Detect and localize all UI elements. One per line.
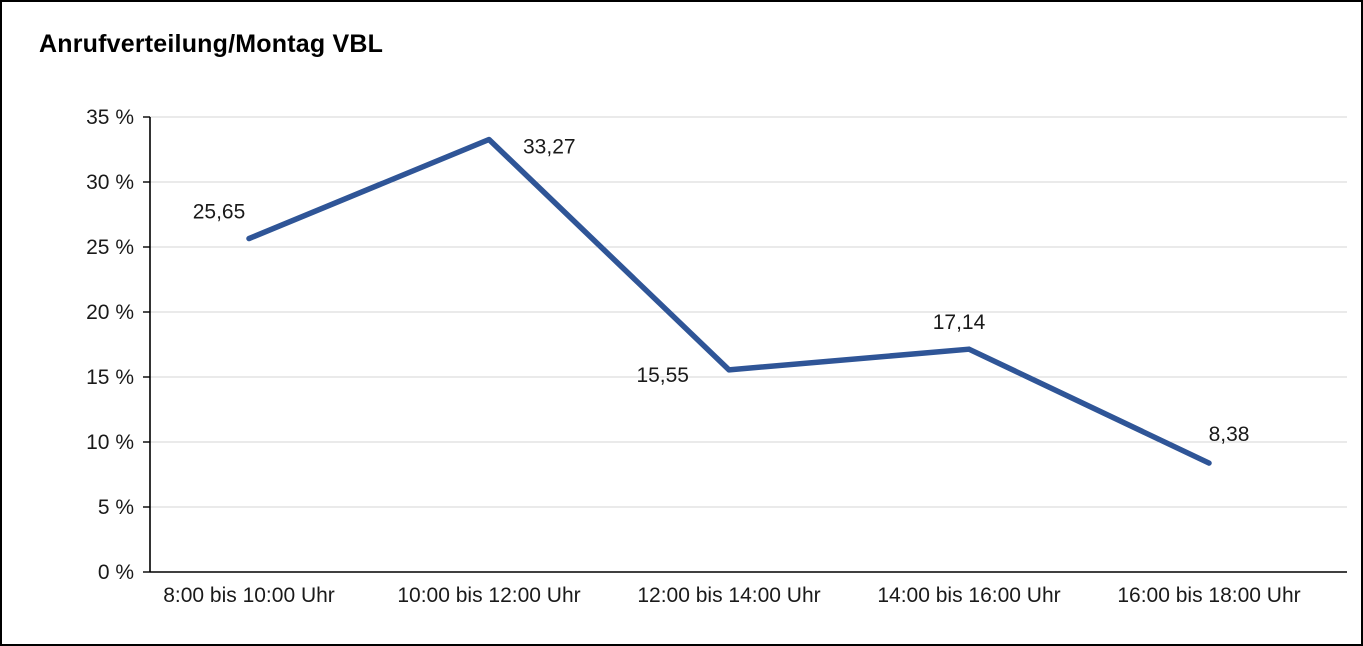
- y-tick-label: 5 %: [98, 496, 134, 519]
- x-axis-label: 12:00 bis 14:00 Uhr: [637, 584, 820, 607]
- y-tick-label: 35 %: [86, 106, 134, 129]
- y-tick-label: 10 %: [86, 431, 134, 454]
- x-axis-label: 14:00 bis 16:00 Uhr: [877, 584, 1060, 607]
- data-label: 8,38: [1209, 423, 1250, 446]
- series-line: [246, 136, 1212, 466]
- y-tick-label: 25 %: [86, 236, 134, 259]
- y-tick-label: 15 %: [86, 366, 134, 389]
- x-axis-label: 8:00 bis 10:00 Uhr: [163, 584, 335, 607]
- y-tick-label: 0 %: [98, 561, 134, 584]
- y-tick-label: 20 %: [86, 301, 134, 324]
- x-axis-label: 10:00 bis 12:00 Uhr: [397, 584, 580, 607]
- y-tick-label: 30 %: [86, 171, 134, 194]
- data-label: 33,27: [523, 135, 576, 158]
- chart-title: Anrufverteilung/Montag VBL: [39, 30, 384, 58]
- data-label: 15,55: [636, 364, 689, 387]
- data-label: 25,65: [193, 201, 246, 224]
- data-label: 17,14: [933, 311, 986, 334]
- x-axis-label: 16:00 bis 18:00 Uhr: [1117, 584, 1300, 607]
